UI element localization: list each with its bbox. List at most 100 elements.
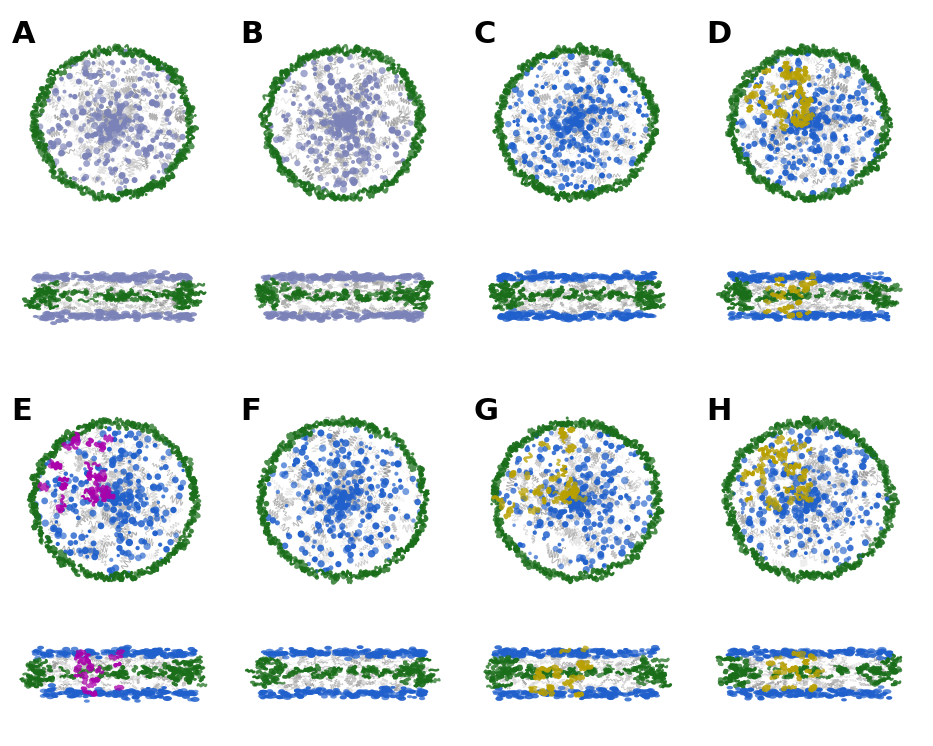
Circle shape (163, 487, 169, 492)
Circle shape (865, 315, 873, 319)
Circle shape (348, 494, 354, 500)
Circle shape (564, 83, 571, 90)
Circle shape (274, 650, 280, 653)
Circle shape (821, 517, 827, 523)
Circle shape (317, 111, 324, 117)
Circle shape (113, 499, 118, 506)
Circle shape (321, 186, 327, 191)
Circle shape (288, 651, 298, 656)
Circle shape (370, 651, 379, 655)
Circle shape (576, 112, 582, 119)
Circle shape (741, 75, 745, 80)
Circle shape (338, 503, 345, 510)
Circle shape (582, 442, 588, 449)
Circle shape (834, 693, 841, 696)
Circle shape (349, 489, 355, 495)
Circle shape (839, 502, 845, 509)
Circle shape (125, 571, 132, 577)
Circle shape (550, 116, 558, 124)
Circle shape (877, 314, 884, 318)
Circle shape (575, 691, 582, 695)
Circle shape (397, 280, 406, 284)
Circle shape (346, 494, 353, 501)
Circle shape (557, 571, 560, 574)
Circle shape (314, 166, 320, 172)
Circle shape (796, 57, 801, 63)
Circle shape (579, 119, 584, 125)
Circle shape (343, 313, 349, 316)
Circle shape (87, 275, 95, 279)
Circle shape (730, 693, 737, 697)
Circle shape (545, 60, 548, 63)
Circle shape (562, 175, 569, 182)
Circle shape (54, 531, 62, 539)
Circle shape (42, 159, 45, 162)
Circle shape (729, 648, 738, 653)
Circle shape (610, 692, 616, 695)
Circle shape (805, 486, 812, 492)
Circle shape (845, 510, 853, 517)
Circle shape (120, 193, 124, 198)
Circle shape (732, 113, 737, 116)
Circle shape (337, 275, 344, 280)
Circle shape (574, 504, 581, 511)
Circle shape (322, 316, 328, 319)
Circle shape (340, 496, 345, 501)
Circle shape (597, 274, 606, 278)
Circle shape (601, 504, 606, 507)
Circle shape (578, 76, 585, 82)
Circle shape (297, 651, 303, 654)
Circle shape (795, 500, 800, 504)
Circle shape (595, 447, 601, 453)
Circle shape (558, 66, 562, 69)
Circle shape (128, 460, 132, 463)
Circle shape (341, 84, 347, 89)
Circle shape (323, 517, 329, 523)
Circle shape (341, 102, 346, 107)
Circle shape (146, 520, 154, 527)
Circle shape (421, 106, 425, 110)
Circle shape (642, 521, 647, 526)
Circle shape (332, 275, 339, 279)
Circle shape (590, 491, 594, 496)
Circle shape (342, 476, 347, 480)
Circle shape (89, 652, 95, 656)
Circle shape (549, 489, 553, 493)
Circle shape (518, 73, 522, 78)
Circle shape (157, 275, 165, 280)
Circle shape (124, 117, 130, 122)
Circle shape (385, 277, 393, 280)
Circle shape (508, 142, 516, 149)
Circle shape (774, 692, 783, 697)
Circle shape (118, 646, 125, 651)
Circle shape (609, 653, 618, 659)
Circle shape (373, 274, 381, 278)
Circle shape (304, 489, 311, 495)
Circle shape (166, 277, 173, 280)
Circle shape (118, 652, 124, 656)
Circle shape (115, 127, 120, 133)
Circle shape (183, 282, 189, 286)
Circle shape (745, 98, 752, 104)
Circle shape (178, 692, 187, 696)
Circle shape (497, 315, 507, 319)
Circle shape (885, 653, 894, 657)
Circle shape (317, 651, 323, 653)
Circle shape (374, 164, 380, 169)
Circle shape (758, 276, 765, 280)
Circle shape (795, 66, 802, 72)
Circle shape (309, 501, 313, 504)
Circle shape (583, 653, 590, 656)
Circle shape (517, 468, 522, 473)
Circle shape (327, 461, 331, 465)
Circle shape (319, 275, 326, 279)
Circle shape (811, 310, 820, 316)
Circle shape (577, 119, 580, 123)
Circle shape (855, 450, 860, 455)
Circle shape (148, 652, 158, 657)
Circle shape (773, 691, 781, 695)
Circle shape (831, 183, 838, 189)
Circle shape (259, 690, 265, 693)
Circle shape (70, 474, 74, 477)
Circle shape (550, 474, 555, 477)
